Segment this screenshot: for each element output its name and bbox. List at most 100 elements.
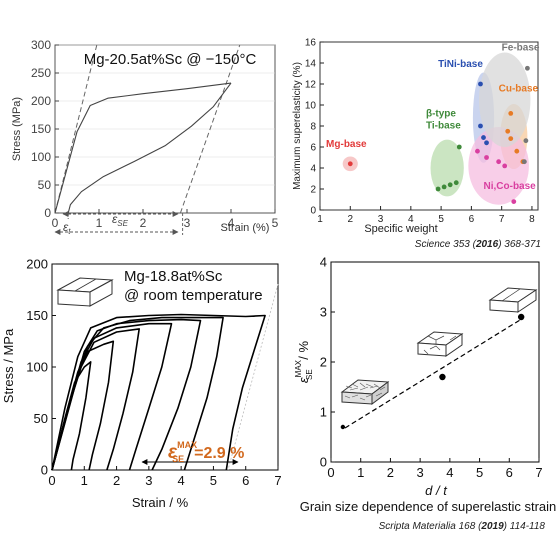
x-tick-label: 3 (184, 216, 191, 230)
panel-c-ylabel: Stress / MPa (1, 328, 16, 403)
x-tick-label: 3 (417, 465, 424, 480)
data-point (435, 186, 441, 192)
data-point (484, 155, 489, 160)
x-tick-label: 0 (327, 465, 334, 480)
panel-b-xlabel: Specific weight (364, 223, 437, 235)
y-tick-label: 12 (305, 80, 317, 91)
y-tick-label: 4 (320, 255, 327, 270)
panel-c-annotation-line2: @ room temperature (124, 287, 263, 304)
series-line (54, 82, 232, 214)
single-crystal-block-icon-small (488, 287, 538, 313)
y-tick-label: 50 (34, 411, 48, 426)
y-tick-label: 8 (310, 122, 316, 133)
fine-grain-block-icon (340, 379, 390, 405)
single-crystal-block-icon (56, 277, 114, 307)
data-point (508, 111, 514, 116)
x-tick-label: 3 (378, 214, 384, 225)
y-tick-label: 50 (38, 178, 52, 192)
y-tick-label: 100 (26, 360, 48, 375)
x-tick-label: 1 (96, 216, 103, 230)
panel-c-guide (227, 283, 279, 471)
series-line (51, 313, 266, 471)
x-tick-label: 1 (81, 473, 88, 488)
x-tick-label: 5 (210, 473, 217, 488)
series-line (51, 361, 92, 471)
y-tick-label: 150 (26, 308, 48, 323)
series-label: TiNi-base (438, 59, 483, 70)
unload-guide (179, 44, 241, 214)
x-tick-label: 7 (274, 473, 281, 488)
data-point (441, 184, 447, 190)
x-tick-label: 2 (387, 465, 394, 480)
data-point (453, 180, 459, 186)
x-tick-label: 4 (178, 473, 185, 488)
data-point (505, 128, 511, 134)
trend-line (344, 319, 521, 429)
x-tick-label: 5 (476, 465, 483, 480)
x-tick-label: 5 (272, 216, 279, 230)
y-tick-label: 1 (320, 405, 327, 420)
x-tick-label: 2 (140, 216, 147, 230)
series-label-line2: Ti-base (426, 121, 461, 132)
y-tick-label: 200 (31, 94, 51, 108)
x-tick-label: 4 (446, 465, 453, 480)
data-point (517, 313, 525, 321)
x-tick-label: 0 (48, 473, 55, 488)
y-tick-label: 150 (31, 122, 51, 136)
panel-b-ylabel: Maximum superelasticity (%) (292, 62, 303, 190)
fe-base-region (478, 52, 531, 147)
eps-se-label: εSE (112, 212, 129, 228)
panel-d-citation: Scripta Materialia 168 (2019) 114-118 (379, 521, 546, 532)
panel-c-xlabel: Strain / % (132, 495, 189, 510)
x-tick-label: 7 (535, 465, 542, 480)
series-label: Mg-base (326, 139, 367, 150)
eps-max-callout: εMAX SE =2.9 % (168, 440, 244, 464)
eps-t-label: εt (63, 220, 71, 236)
panel-a-xlabel: Strain (%) (221, 222, 270, 234)
y-tick-label: 0 (320, 455, 327, 470)
y-tick-label: 0 (44, 206, 51, 220)
x-tick-label: 8 (529, 214, 535, 225)
y-tick-label: 6 (310, 143, 316, 154)
series-label: Ni,Co-base (484, 181, 537, 192)
series-label: Cu-base (499, 83, 539, 94)
data-point (502, 163, 508, 169)
data-point (514, 148, 520, 154)
panel-a-ylabel: Stress (MPa) (11, 97, 23, 161)
y-tick-label: 4 (310, 164, 316, 175)
series-label: Fe-base (502, 42, 540, 53)
y-tick-label: 2 (310, 185, 316, 196)
x-tick-label: 2 (347, 214, 353, 225)
y-tick-label: 200 (26, 257, 48, 272)
data-point (511, 199, 517, 205)
y-tick-label: 16 (305, 38, 317, 49)
data-point (456, 144, 462, 150)
panel-d-ylabel: εMAX SE / % (294, 341, 314, 384)
panel-b-citation: Science 353 (2016) 368-371 (415, 239, 541, 250)
y-tick-label: 2 (320, 355, 327, 370)
data-point (523, 138, 529, 144)
panel-d-caption: Grain size dependence of superelastic st… (300, 499, 557, 514)
data-point (521, 159, 527, 165)
x-tick-label: 2 (113, 473, 120, 488)
y-tick-label: 0 (310, 206, 316, 217)
coarse-grain-block-icon (416, 331, 464, 357)
panel-c: 0 1 2 3 4 5 6 7 0 50 100 150 200 Mg-18.8at%Sc @ room… (1, 257, 282, 510)
data-point (347, 161, 353, 167)
series-label: β-type (426, 109, 456, 120)
nico-base-region (468, 127, 529, 205)
y-tick-label: 300 (31, 38, 51, 52)
data-point (340, 424, 346, 430)
y-tick-label: 250 (31, 66, 51, 80)
panel-a-annotation: Mg-20.5at%Sc @ −150°C (84, 51, 257, 68)
x-tick-label: 5 (438, 214, 444, 225)
data-point (439, 373, 446, 381)
series-line (67, 82, 232, 214)
series-line (51, 328, 140, 471)
data-point (484, 140, 489, 146)
panel-c-annotation-line1: Mg-18.8at%Sc (124, 268, 223, 285)
y-tick-label: 0 (41, 463, 48, 478)
x-tick-label: 7 (499, 214, 505, 225)
